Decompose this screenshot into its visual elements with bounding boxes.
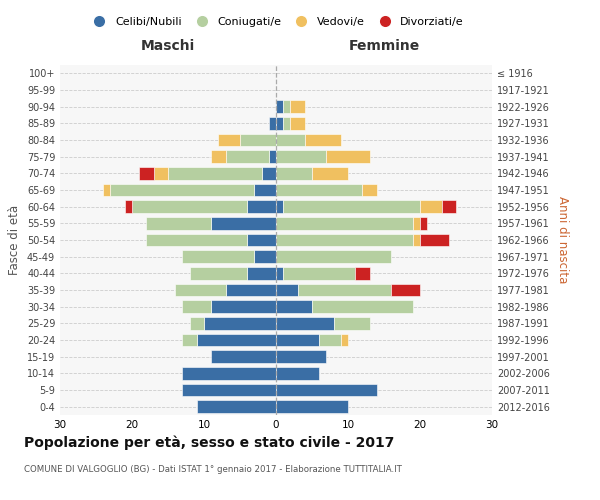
- Bar: [182, 334, 197, 346]
- Legend: Celibi/Nubili, Coniugati/e, Vedovi/e, Divorziati/e: Celibi/Nubili, Coniugati/e, Vedovi/e, Di…: [84, 12, 468, 32]
- Bar: [226, 284, 276, 296]
- Bar: [442, 200, 456, 213]
- Bar: [276, 134, 305, 146]
- Bar: [319, 334, 341, 346]
- Bar: [154, 167, 168, 179]
- Bar: [276, 200, 283, 213]
- Bar: [420, 217, 427, 230]
- Bar: [182, 367, 276, 380]
- Bar: [211, 300, 276, 313]
- Text: Popolazione per età, sesso e stato civile - 2017: Popolazione per età, sesso e stato civil…: [24, 435, 394, 450]
- Bar: [204, 317, 276, 330]
- Bar: [326, 150, 370, 163]
- Bar: [276, 350, 326, 363]
- Bar: [103, 184, 110, 196]
- Bar: [168, 167, 262, 179]
- Bar: [197, 400, 276, 413]
- Bar: [247, 267, 276, 280]
- Bar: [298, 284, 391, 296]
- Bar: [190, 267, 247, 280]
- Bar: [312, 300, 413, 313]
- Y-axis label: Anni di nascita: Anni di nascita: [556, 196, 569, 284]
- Bar: [211, 217, 276, 230]
- Bar: [276, 100, 283, 113]
- Bar: [283, 200, 420, 213]
- Bar: [269, 117, 276, 130]
- Bar: [276, 184, 362, 196]
- Bar: [139, 167, 154, 179]
- Text: Femmine: Femmine: [349, 40, 419, 54]
- Bar: [132, 200, 247, 213]
- Bar: [211, 350, 276, 363]
- Bar: [276, 284, 298, 296]
- Bar: [190, 317, 204, 330]
- Bar: [182, 250, 254, 263]
- Text: Maschi: Maschi: [141, 40, 195, 54]
- Bar: [283, 117, 290, 130]
- Bar: [125, 200, 132, 213]
- Bar: [283, 267, 355, 280]
- Bar: [182, 300, 211, 313]
- Bar: [413, 217, 420, 230]
- Bar: [334, 317, 370, 330]
- Bar: [276, 367, 319, 380]
- Bar: [290, 117, 305, 130]
- Bar: [110, 184, 254, 196]
- Bar: [269, 150, 276, 163]
- Bar: [355, 267, 370, 280]
- Bar: [312, 167, 348, 179]
- Bar: [218, 134, 240, 146]
- Bar: [420, 200, 442, 213]
- Bar: [276, 117, 283, 130]
- Bar: [262, 167, 276, 179]
- Bar: [305, 134, 341, 146]
- Bar: [413, 234, 420, 246]
- Bar: [362, 184, 377, 196]
- Bar: [146, 234, 247, 246]
- Bar: [247, 234, 276, 246]
- Bar: [276, 167, 312, 179]
- Bar: [276, 317, 334, 330]
- Bar: [146, 217, 211, 230]
- Bar: [197, 334, 276, 346]
- Bar: [283, 100, 290, 113]
- Bar: [276, 267, 283, 280]
- Bar: [182, 384, 276, 396]
- Bar: [175, 284, 226, 296]
- Y-axis label: Fasce di età: Fasce di età: [8, 205, 21, 275]
- Bar: [254, 250, 276, 263]
- Bar: [247, 200, 276, 213]
- Bar: [211, 150, 226, 163]
- Bar: [226, 150, 269, 163]
- Bar: [276, 150, 326, 163]
- Bar: [240, 134, 276, 146]
- Bar: [276, 250, 391, 263]
- Bar: [391, 284, 420, 296]
- Bar: [276, 384, 377, 396]
- Bar: [276, 234, 413, 246]
- Bar: [254, 184, 276, 196]
- Bar: [276, 217, 413, 230]
- Bar: [276, 400, 348, 413]
- Bar: [290, 100, 305, 113]
- Text: COMUNE DI VALGOGLIO (BG) - Dati ISTAT 1° gennaio 2017 - Elaborazione TUTTITALIA.: COMUNE DI VALGOGLIO (BG) - Dati ISTAT 1°…: [24, 465, 402, 474]
- Bar: [276, 300, 312, 313]
- Bar: [276, 334, 319, 346]
- Bar: [341, 334, 348, 346]
- Bar: [420, 234, 449, 246]
